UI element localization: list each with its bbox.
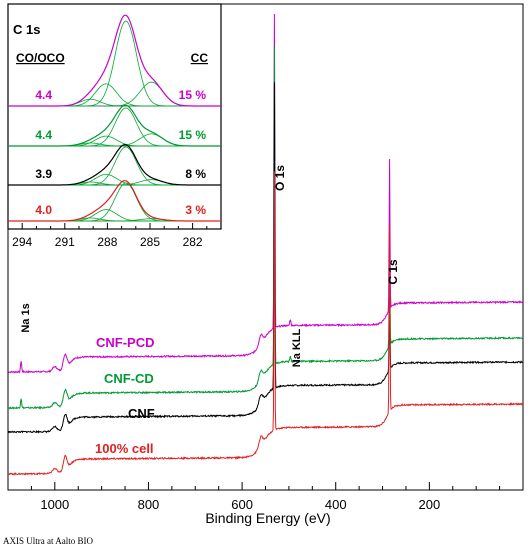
inset-x-ticks: 294 291 288 285 282 bbox=[7, 223, 222, 249]
inset-cc-value: 3 % bbox=[185, 203, 206, 217]
inset-title: C 1s bbox=[13, 22, 40, 37]
inset-co-oco-value: 4.4 bbox=[35, 128, 52, 142]
x-tick-label: 600 bbox=[231, 497, 253, 512]
inset-tick-label: 291 bbox=[55, 235, 75, 249]
series-line-1 bbox=[7, 45, 524, 410]
inset-tick-label: 294 bbox=[12, 235, 32, 249]
series-label-cnf: CNF bbox=[128, 406, 155, 421]
series-line-2 bbox=[7, 82, 524, 434]
inset-envelope bbox=[8, 104, 221, 147]
inset-cc-value: 15 % bbox=[179, 88, 207, 102]
inset-panels: 4.4 15 % 4.4 15 % 3.9 8 % 4.0 3 % bbox=[8, 14, 221, 222]
annotation-na1s: Na 1s bbox=[20, 303, 32, 332]
inset-envelope bbox=[8, 144, 221, 186]
series-label-cnf-pcd: CNF-PCD bbox=[96, 335, 155, 350]
inset-tick-label: 288 bbox=[97, 235, 117, 249]
x-axis-title: Binding Energy (eV) bbox=[205, 510, 330, 526]
footnote: AXIS Ultra at Aalto BIO bbox=[3, 536, 93, 546]
inset-cc-value: 15 % bbox=[179, 128, 207, 142]
inset-header-cc: CC bbox=[191, 51, 209, 65]
inset-c1s: C 1s CO/OCO CC 4.4 15 % 4.4 15 % 3.9 8 % 4.0 3 … bbox=[7, 3, 222, 249]
annotation-c1s: C 1s bbox=[386, 259, 400, 285]
inset-tick-label: 285 bbox=[140, 235, 160, 249]
inset-header-co-oco: CO/OCO bbox=[16, 51, 65, 65]
series-label-cnf-cd: CNF-CD bbox=[104, 371, 154, 386]
inset-tick-label: 282 bbox=[183, 235, 203, 249]
annotation-na-kll: Na KLL bbox=[291, 328, 303, 367]
survey-traces bbox=[7, 13, 524, 476]
x-tick-label: 200 bbox=[419, 497, 441, 512]
inset-cc-value: 8 % bbox=[185, 167, 206, 181]
inset-co-oco-value: 4.4 bbox=[35, 88, 52, 102]
series-line-3 bbox=[7, 171, 523, 476]
series-label-100-cell: 100% cell bbox=[95, 441, 154, 456]
inset-co-oco-value: 4.0 bbox=[35, 203, 52, 217]
inset-co-oco-value: 3.9 bbox=[35, 167, 52, 181]
x-tick-label: 1000 bbox=[40, 497, 69, 512]
annotation-o1s: O 1s bbox=[273, 165, 287, 191]
inset-envelope bbox=[8, 180, 221, 222]
x-tick-label: 400 bbox=[325, 497, 347, 512]
series-line-0 bbox=[7, 13, 524, 374]
x-axis-ticks: 1000 800 600 400 200 bbox=[30, 482, 501, 512]
inset-envelope bbox=[8, 14, 221, 107]
x-tick-label: 800 bbox=[138, 497, 160, 512]
